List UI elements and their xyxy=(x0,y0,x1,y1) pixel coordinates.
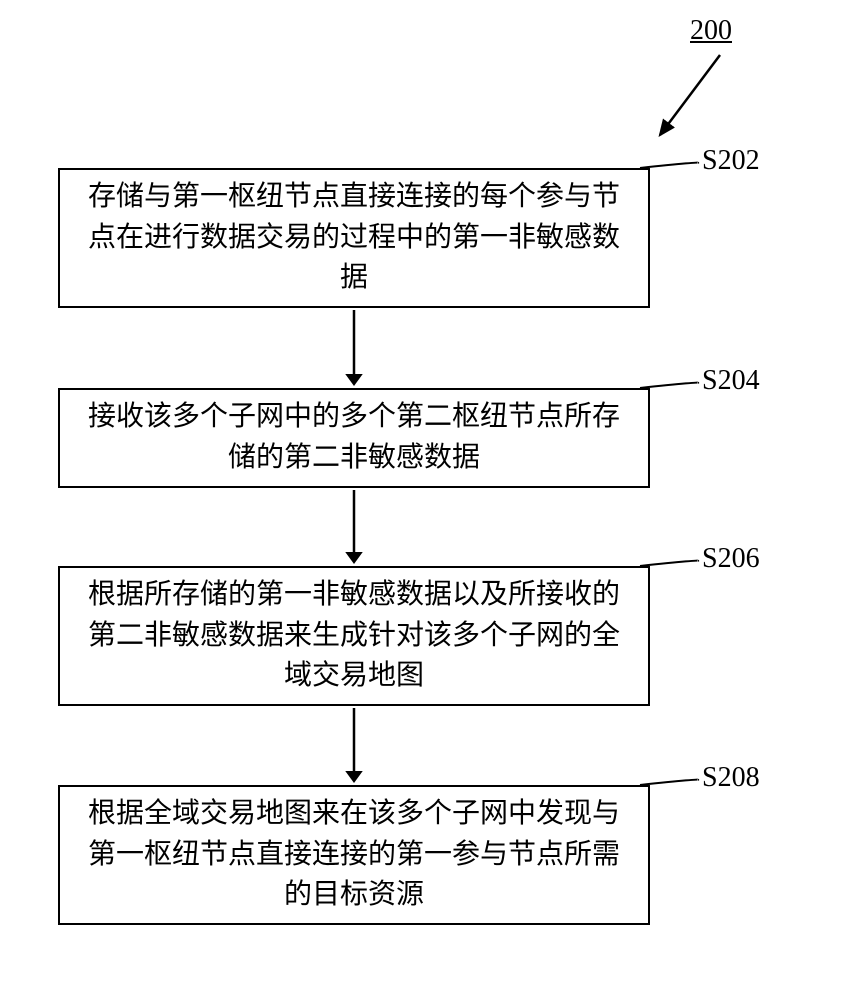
step-text: 接收该多个子网中的多个第二枢纽节点所存储的第二非敏感数据 xyxy=(80,397,628,478)
step-label-s206: S206 xyxy=(702,543,760,575)
flowchart-diagram: 200 存储与第一枢纽节点直接连接的每个参与节点在进行数据交易的过程中的第一非敏… xyxy=(0,0,847,1000)
step-box-s208: 根据全域交易地图来在该多个子网中发现与第一枢纽节点直接连接的第一参与节点所需的目… xyxy=(58,785,650,925)
step-text: 存储与第一枢纽节点直接连接的每个参与节点在进行数据交易的过程中的第一非敏感数据 xyxy=(80,177,628,299)
step-box-s202: 存储与第一枢纽节点直接连接的每个参与节点在进行数据交易的过程中的第一非敏感数据 xyxy=(58,168,650,308)
step-box-s204: 接收该多个子网中的多个第二枢纽节点所存储的第二非敏感数据 xyxy=(58,388,650,488)
step-label-s202: S202 xyxy=(702,145,760,177)
diagram-title: 200 xyxy=(690,15,732,47)
step-text: 根据全域交易地图来在该多个子网中发现与第一枢纽节点直接连接的第一参与节点所需的目… xyxy=(80,794,628,916)
step-label-s204: S204 xyxy=(702,365,760,397)
step-label-s208: S208 xyxy=(702,762,760,794)
step-box-s206: 根据所存储的第一非敏感数据以及所接收的第二非敏感数据来生成针对该多个子网的全域交… xyxy=(58,566,650,706)
step-text: 根据所存储的第一非敏感数据以及所接收的第二非敏感数据来生成针对该多个子网的全域交… xyxy=(80,575,628,697)
